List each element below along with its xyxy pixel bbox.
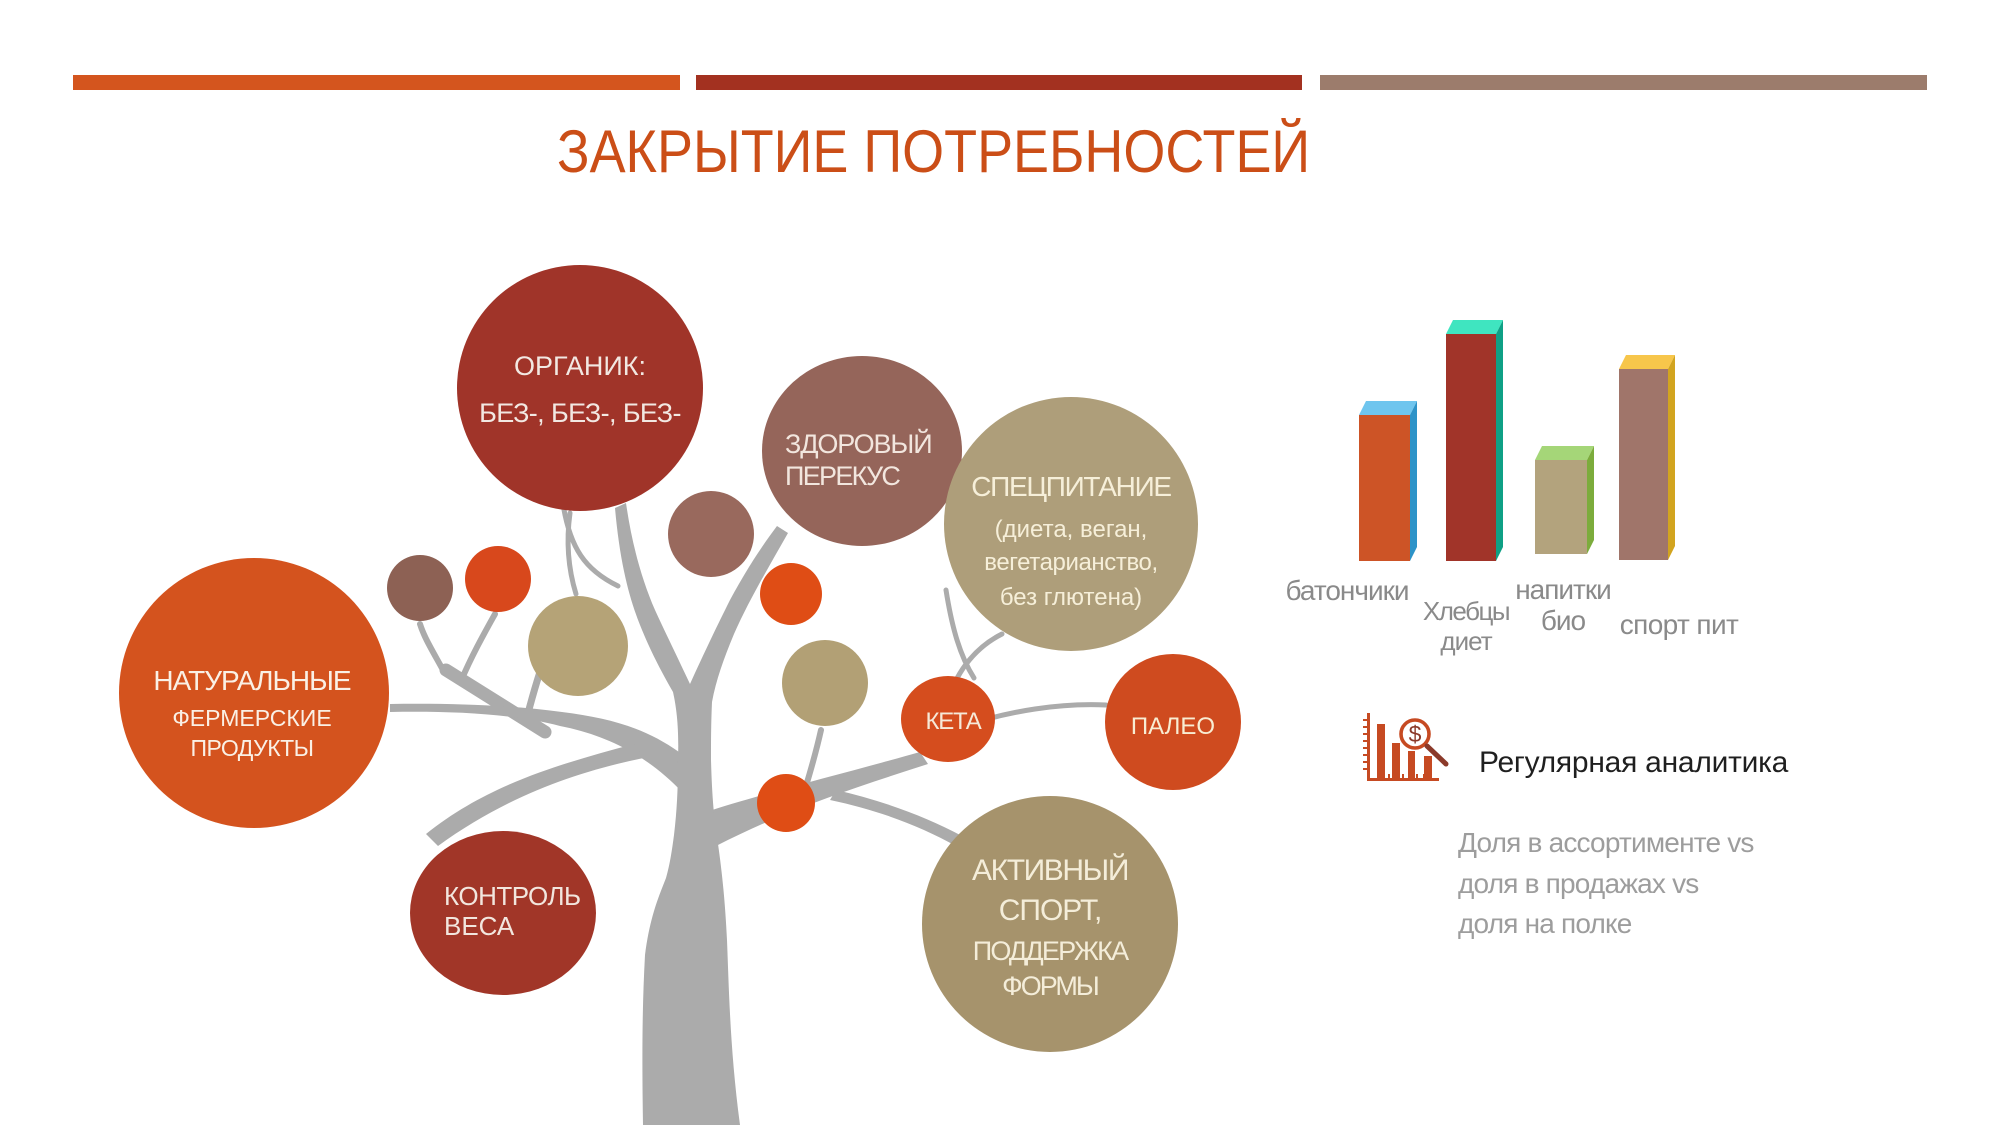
svg-text:$: $ — [1409, 721, 1422, 747]
